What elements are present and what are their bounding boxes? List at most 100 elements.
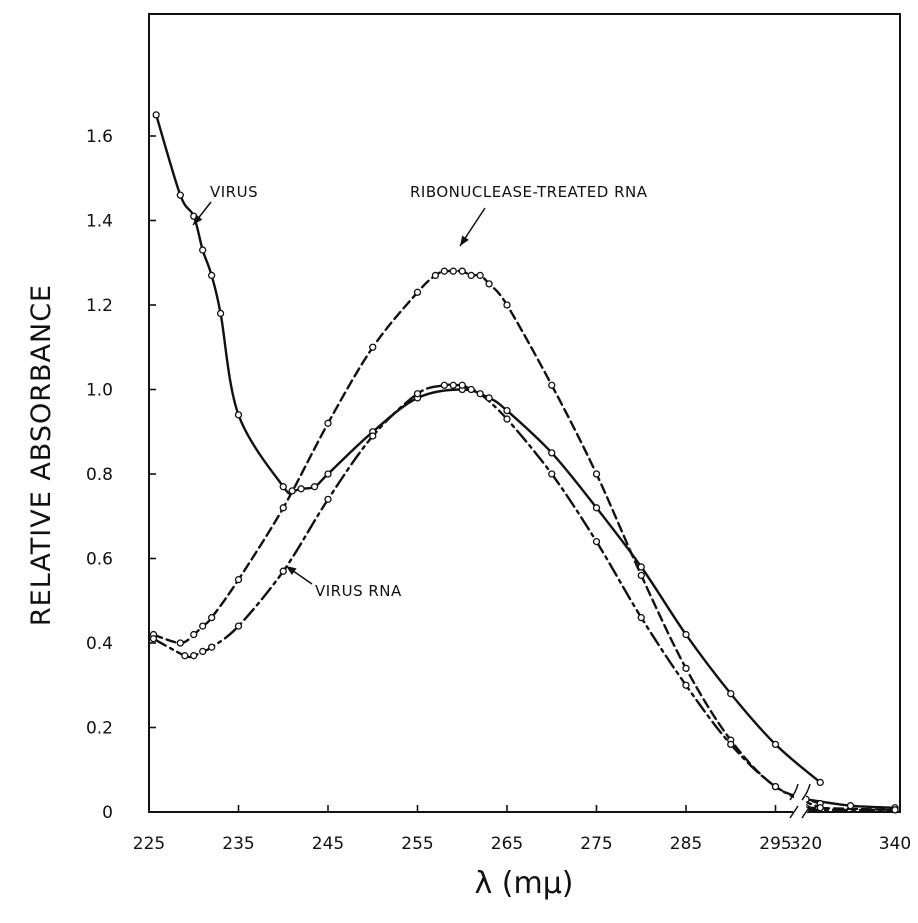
x-axis-label: λ (mμ)	[474, 866, 573, 901]
x-tick-label: 340	[879, 834, 911, 854]
data-point-virus	[152, 111, 160, 119]
data-point-ribonuclease-treated-rna	[458, 267, 466, 275]
data-point-virus-rna	[181, 652, 189, 660]
x-tick-label: 245	[312, 834, 344, 854]
data-point-virus-rna	[369, 432, 377, 440]
x-tick-label: 255	[401, 834, 433, 854]
data-point-ribonuclease-treated-rna	[485, 280, 493, 288]
data-point-ribonuclease-treated-rna	[190, 630, 198, 639]
data-point-virus-rna	[548, 470, 556, 478]
data-point-virus	[310, 483, 319, 491]
data-point-ribonuclease-treated-rna	[431, 271, 440, 280]
data-point-ribonuclease-treated-rna	[592, 470, 601, 478]
data-point-virus-rna	[637, 614, 645, 622]
data-point-virus-rna	[771, 783, 780, 791]
data-point-ribonuclease-treated-rna	[548, 381, 556, 389]
data-point-virus	[816, 778, 824, 787]
y-tick-label: 0.2	[86, 719, 113, 739]
data-point-virus-rna	[476, 390, 484, 398]
data-point-ribonuclease-treated-rna	[413, 288, 422, 296]
data-point-virus	[216, 309, 225, 318]
data-point-virus-rna	[458, 381, 466, 389]
data-point-virus-rna	[682, 681, 690, 689]
data-point-ribonuclease-treated-rna	[476, 271, 484, 280]
data-curves	[152, 113, 897, 812]
data-point-ribonuclease-treated-rna	[324, 419, 332, 427]
data-point-virus-rna	[816, 804, 824, 812]
data-point-ribonuclease-treated-rna	[449, 267, 457, 275]
data-point-virus-rna	[207, 643, 216, 651]
data-point-virus	[485, 394, 493, 402]
data-point-virus	[207, 271, 216, 280]
data-point-virus-rna	[727, 740, 735, 749]
x-tick-label: 225	[133, 834, 165, 854]
data-point-virus	[176, 191, 184, 199]
y-tick-label: 0.4	[86, 634, 113, 654]
annotation-label: RIBONUCLEASE-TREATED RNA	[410, 183, 648, 201]
data-point-virus	[592, 504, 601, 512]
plot-frame	[148, 13, 901, 813]
data-point-virus-rna	[199, 647, 207, 656]
axis-break-slash	[789, 805, 799, 819]
annotations: VIRUS RIBONUCLEASE-TREATED RNA VIRUS RNA	[192, 183, 648, 600]
data-point-ribonuclease-treated-rna	[503, 301, 511, 309]
y-tick-label: 0.6	[86, 550, 113, 570]
x-tick-label: 285	[670, 834, 702, 854]
x-tick-label: 320	[790, 834, 822, 854]
data-point-ribonuclease-treated-rna	[199, 622, 207, 630]
data-point-virus-rna	[190, 652, 198, 660]
y-tick-label: 1.0	[86, 381, 113, 401]
series-line-virus	[155, 113, 822, 784]
data-point-ribonuclease-treated-rna	[467, 271, 475, 280]
x-tick-label: 235	[222, 834, 254, 854]
data-point-virus	[771, 740, 780, 749]
data-point-ribonuclease-treated-rna	[637, 571, 645, 580]
data-point-virus	[234, 411, 243, 419]
y-tick-label: 1.6	[86, 127, 113, 147]
x-tick-label: 265	[491, 834, 523, 854]
annotation-arrowhead	[460, 235, 469, 246]
axis-break-slash	[789, 783, 799, 801]
data-point-virus	[288, 487, 296, 495]
annotation-arrowhead	[286, 566, 297, 575]
y-tick-label: 1.4	[86, 212, 113, 232]
data-point-ribonuclease-treated-rna	[369, 343, 377, 351]
data-point-virus-rna	[449, 381, 457, 389]
data-point-virus	[324, 470, 332, 478]
data-point-virus	[297, 485, 305, 493]
x-tick-label: 275	[580, 834, 612, 854]
data-point-virus	[503, 406, 511, 415]
data-point-ribonuclease-treated-rna	[176, 639, 184, 647]
axis-break-slash	[801, 805, 811, 819]
data-point-ribonuclease-treated-rna	[207, 614, 216, 622]
annotation-arrowhead	[193, 214, 203, 225]
data-point-ribonuclease-treated-rna	[279, 504, 287, 512]
data-point-virus	[846, 802, 855, 810]
axis-break-slash	[801, 783, 811, 801]
data-point-virus	[279, 483, 287, 491]
data-point-virus	[548, 449, 556, 457]
series-line-ribonuclease-treated-rna	[152, 269, 822, 805]
annotation-label: VIRUS RNA	[315, 582, 402, 600]
y-tick-label: 0	[102, 803, 113, 823]
y-tick-label: 0.8	[86, 465, 113, 485]
data-point-virus-rna	[149, 635, 158, 643]
data-point-virus-rna	[413, 390, 422, 398]
data-point-ribonuclease-treated-rna	[682, 664, 690, 672]
data-points	[149, 111, 899, 814]
y-tick-label: 1.2	[86, 296, 113, 316]
x-tick-label: 295	[759, 834, 791, 854]
data-point-virus	[682, 630, 690, 639]
y-axis-label: RELATIVE ABSORBANCE	[26, 284, 57, 626]
data-point-virus-rna	[503, 415, 511, 423]
data-point-ribonuclease-treated-rna	[234, 575, 243, 584]
data-point-virus	[637, 563, 645, 571]
data-point-virus-rna	[891, 806, 899, 814]
data-point-virus-rna	[324, 495, 332, 504]
data-point-virus-rna	[592, 537, 601, 546]
data-point-virus-rna	[234, 622, 243, 630]
series-line-virus-rna	[152, 383, 822, 809]
